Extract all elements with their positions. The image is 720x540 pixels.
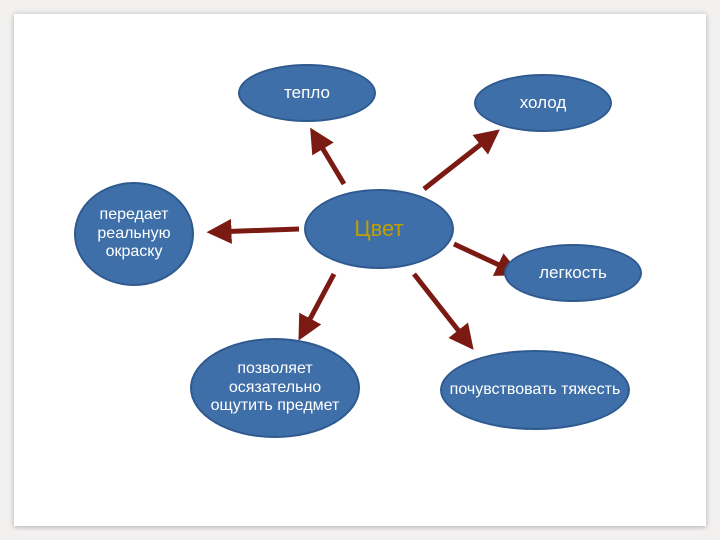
- node-real: передает реальную окраску: [74, 182, 194, 286]
- node-cold: холод: [474, 74, 612, 132]
- arrow-to-real: [214, 229, 299, 232]
- center-label: Цвет: [354, 216, 403, 241]
- node-touch: позволяет осязательно ощутить предмет: [190, 338, 360, 438]
- node-warm: тепло: [238, 64, 376, 122]
- node-label-warm: тепло: [284, 83, 330, 103]
- node-light: легкость: [504, 244, 642, 302]
- center-node: Цвет: [304, 189, 454, 269]
- node-weight: почувствовать тяжесть: [440, 350, 630, 430]
- arrow-to-cold: [424, 134, 494, 189]
- node-label-weight: почувствовать тяжесть: [450, 381, 621, 399]
- arrow-to-touch: [302, 274, 334, 334]
- node-label-real: передает реальную окраску: [80, 206, 188, 261]
- slide-frame: Цвет тепло холод легкость передает реальную…: [14, 14, 706, 526]
- arrow-to-warm: [314, 134, 344, 184]
- arrow-to-weight: [414, 274, 469, 344]
- node-label-light: легкость: [539, 263, 607, 283]
- node-label-cold: холод: [520, 93, 567, 113]
- node-label-touch: позволяет осязательно ощутить предмет: [196, 360, 354, 415]
